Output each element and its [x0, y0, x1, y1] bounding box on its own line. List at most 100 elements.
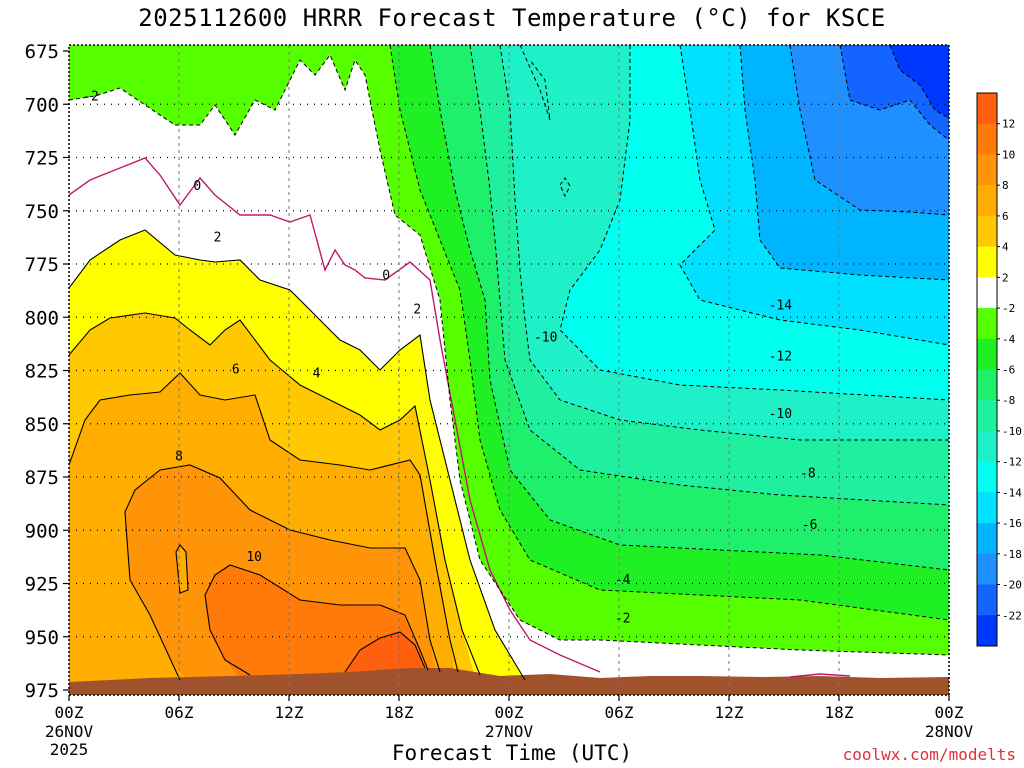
colorbar-label: -8 [1002, 394, 1015, 407]
y-tick-label: 675 [25, 41, 59, 63]
x-tick-date-label: 27NOV [485, 722, 534, 741]
contour-6C [69, 372, 459, 673]
colorbar-label: 12 [1002, 118, 1015, 131]
contour-label: 2 [413, 303, 421, 318]
colorbar-label: 10 [1002, 148, 1015, 161]
contour-label: 4 [313, 367, 321, 382]
y-tick-label: 750 [25, 201, 59, 223]
colorbar-label: -22 [1002, 609, 1022, 622]
contour-label: 10 [246, 550, 262, 565]
x-tick-label: 06Z [165, 703, 194, 722]
contour-label: -2 [83, 90, 99, 105]
contour-label: 2 [214, 230, 222, 245]
y-tick-label: 800 [25, 307, 59, 329]
y-tick-label: 700 [25, 94, 59, 116]
contour-0C [69, 157, 601, 673]
colorbar-swatch [977, 369, 997, 401]
contour-minus10C [499, 45, 949, 441]
contour-minus2C [69, 54, 949, 656]
colorbar-label: 8 [1002, 179, 1009, 192]
contour-minus12C [559, 45, 949, 401]
contour-label: -14 [769, 298, 793, 313]
colorbar-swatch [977, 553, 997, 586]
filled-temperature-bands [69, 45, 949, 695]
x-tick-label: 18Z [825, 703, 854, 722]
contour-label: -12 [769, 350, 792, 365]
contour-label: -8 [800, 467, 816, 482]
contour-minus6C [429, 45, 949, 571]
y-tick-label: 725 [25, 148, 59, 170]
colorbar-swatch [977, 400, 997, 432]
colorbar-swatch [977, 277, 997, 309]
contour-10C [204, 564, 429, 676]
x-tick-date-label: 28NOV [925, 722, 974, 741]
x-tick-date-label: 26NOV [45, 722, 94, 741]
colorbar-legend: 12 10 8 6 4 2 -2 -4 -6 -8 -10 -12 -14 -16 -18 -20 -22 [976, 92, 1022, 647]
y-tick-label: 850 [25, 414, 59, 436]
colorbar-swatch [977, 430, 997, 463]
y-tick-label: 950 [25, 627, 59, 649]
colorbar-swatch [977, 461, 997, 493]
colorbar-swatch [977, 523, 997, 555]
contour-minus22C [889, 45, 949, 119]
chart-title: 2025112600 HRRR Forecast Temperature (°C… [138, 4, 886, 32]
colorbar-label: -12 [1002, 456, 1022, 469]
colorbar-label: -2 [1002, 302, 1015, 315]
colorbar-swatch [977, 215, 997, 248]
y-tick-label: 825 [25, 361, 59, 383]
contour-label: -2 [615, 612, 631, 627]
contour-label: -10 [534, 330, 557, 345]
colorbar-label: 2 [1002, 271, 1009, 284]
colorbar-label: -20 [1002, 579, 1022, 592]
contour-label: 0 [382, 269, 390, 284]
contour-0C-surface [789, 673, 851, 678]
colorbar-label: -4 [1002, 333, 1016, 346]
x-tick-label: 06Z [605, 703, 634, 722]
colorbar-swatch [977, 492, 997, 524]
credit-link[interactable]: coolwx.com/modelts [842, 745, 1016, 764]
colorbar-label: -6 [1002, 364, 1015, 377]
x-tick-label: 00Z [935, 703, 964, 722]
contour-label: -4 [615, 573, 631, 588]
colorbar-label: 4 [1002, 241, 1009, 254]
y-tick-label: 900 [25, 520, 59, 542]
grid-lines [69, 45, 949, 695]
colorbar-swatch [977, 615, 997, 647]
colorbar-label: -18 [1002, 548, 1022, 561]
contour-minus18C [789, 45, 949, 216]
contour-minus14C [679, 45, 949, 346]
x-tick-label: 12Z [275, 703, 304, 722]
contour-label: -10 [769, 407, 792, 422]
contour-minus4C [389, 45, 949, 621]
colorbar-label: -10 [1002, 425, 1022, 438]
x-axis-title: Forecast Time (UTC) [391, 741, 633, 765]
contour-minus10C-pocket [519, 45, 551, 121]
contour-label: 8 [175, 450, 183, 465]
y-tick-label: 925 [25, 574, 59, 596]
colorbar-swatch [977, 185, 997, 217]
colorbar-label: 6 [1002, 210, 1009, 223]
contour-label: 0 [193, 179, 201, 194]
terrain-ground [69, 668, 949, 695]
contour-minus8C [469, 45, 949, 506]
x-tick-label: 00Z [495, 703, 524, 722]
contour-label: 6 [232, 362, 240, 377]
colorbar-swatch [977, 93, 997, 125]
colorbar-swatch [977, 308, 997, 340]
y-axis: 675 700 725 750 775 800 825 850 875 900 925 950 975 [25, 41, 69, 702]
colorbar-swatch [977, 154, 997, 186]
contour-2C [69, 229, 526, 681]
x-tick-label: 12Z [715, 703, 744, 722]
contour-12C [344, 631, 426, 673]
contour-8C [124, 464, 441, 681]
x-tick-label: 00Z [55, 703, 84, 722]
band-below-minus22 [890, 45, 949, 118]
x-tick-label: 18Z [385, 703, 414, 722]
colorbar-swatch [977, 246, 997, 278]
colorbar-label: -14 [1002, 486, 1022, 499]
contour-minus16C [739, 45, 949, 281]
contour-4C [69, 312, 481, 676]
x-tick-year-label: 2025 [50, 740, 89, 759]
colorbar-swatch [977, 123, 997, 155]
